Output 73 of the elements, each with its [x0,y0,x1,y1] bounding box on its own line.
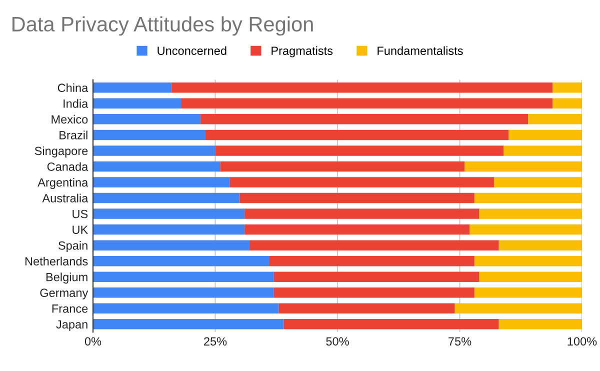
bar [474,288,582,298]
y-tick-label: Argentina [38,178,88,189]
bar [230,177,494,188]
bar [479,272,582,282]
bar [171,82,553,93]
bar [93,177,230,188]
y-tick-label: France [52,304,88,313]
y-tick-label: UK [72,226,88,234]
bar [93,272,274,282]
y-tick-label: China [58,83,88,92]
bar [93,161,220,172]
bar [205,130,509,140]
y-tick-label: Brazil [60,130,88,140]
bar [93,98,182,109]
chart-title: Data Privacy Attitudes by Region [12,16,313,36]
bar [494,177,582,188]
bar [464,161,582,172]
bar [508,130,582,140]
bar [474,192,582,204]
bar [504,146,582,156]
y-tick-label: Canada [47,162,88,171]
bar [240,192,474,204]
bar [278,303,455,314]
x-tick-label: 75% [448,337,472,346]
bar [269,256,474,266]
bar [552,98,582,109]
x-tick-label: 50% [326,337,349,346]
bar [181,98,553,109]
legend-label: Pragmatists [272,46,333,58]
legend-label: Unconcerned [158,46,226,55]
bar [454,303,582,314]
bar [93,303,279,314]
bar [274,272,480,282]
y-tick-label: Mexico [52,114,88,124]
y-tick-label: India [64,99,88,108]
bar [528,114,582,124]
bar [498,240,582,250]
bar [244,224,470,235]
bar [479,208,582,219]
bar [220,161,465,172]
bar [93,146,216,156]
bar [93,288,274,298]
bar [470,224,582,235]
y-tick-label: Belgium [46,272,88,284]
bar [93,208,245,219]
y-tick-label: Japan [56,320,88,331]
y-tick-label: Australia [42,194,88,202]
bar [93,82,172,93]
x-tick-label: 25% [204,337,227,346]
bar [249,240,499,250]
bar [244,208,480,219]
y-tick-label: Spain [58,241,88,252]
x-tick-label: 100% [568,337,597,346]
bar [552,82,582,93]
bar [498,319,582,330]
bar [93,224,245,235]
bar [200,114,528,124]
x-tick-label: 0% [84,337,102,346]
y-tick-label: Singapore [34,146,88,158]
bar [215,146,504,156]
bar [93,319,284,330]
bar [93,114,201,124]
bar [93,192,240,204]
bar [93,130,206,140]
y-tick-label: US [72,210,88,218]
bar [93,256,270,266]
bar [474,256,582,266]
bar [274,288,474,298]
y-tick-label: Netherlands [25,256,88,266]
bar [93,240,250,250]
legend-label: Fundamentalists [378,46,463,55]
bar [284,319,499,330]
y-tick-label: Germany [40,288,88,300]
